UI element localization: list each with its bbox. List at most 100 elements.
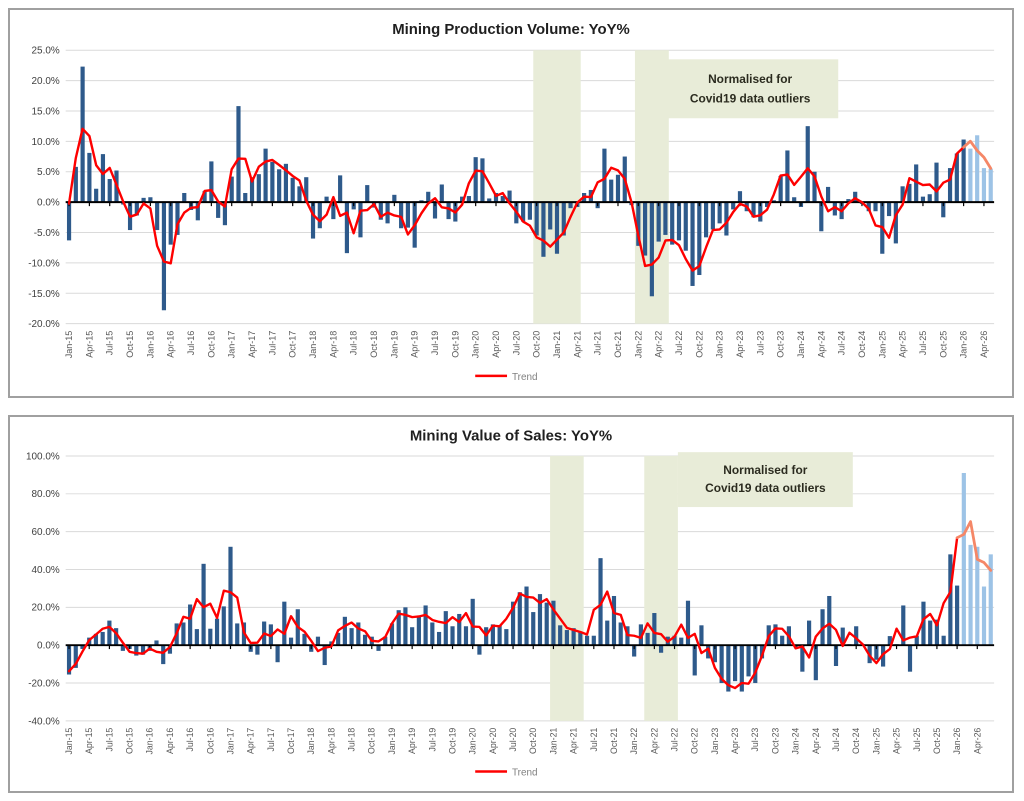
x-tick-label: Jul-23 [750, 728, 760, 752]
bar [643, 202, 648, 256]
bar [792, 197, 797, 203]
bar [168, 202, 173, 245]
trend-line [67, 536, 959, 690]
x-tick-label: Apr-25 [891, 728, 901, 754]
bar [724, 202, 729, 236]
x-tick-label: Jan-23 [710, 728, 720, 755]
y-tick-label: 10.0% [32, 137, 60, 148]
x-tick-label: Oct-21 [609, 728, 619, 754]
bar [235, 623, 240, 646]
bar [853, 191, 858, 203]
bar [941, 635, 946, 646]
bar [699, 625, 704, 646]
bar [423, 605, 428, 646]
bar [827, 595, 832, 646]
bar [208, 628, 213, 646]
bar [524, 586, 529, 646]
bar [652, 613, 657, 646]
bar [955, 585, 960, 646]
bar [317, 202, 322, 229]
bar [825, 186, 831, 203]
bar [887, 636, 892, 646]
y-tick-label: 25.0% [32, 46, 60, 57]
bar [439, 184, 444, 203]
bar [338, 175, 343, 203]
bar [277, 169, 282, 203]
bar [243, 192, 248, 203]
x-tick-label: Jan-17 [227, 331, 237, 359]
bar [846, 199, 851, 203]
bar [578, 631, 583, 646]
x-tick-label: Oct-23 [776, 331, 786, 358]
x-tick-label: Apr-17 [247, 331, 257, 358]
x-tick-label: Oct-15 [125, 331, 135, 358]
bar [561, 202, 566, 236]
bar [288, 637, 294, 646]
bar [584, 635, 590, 646]
x-tick-label: Apr-20 [488, 728, 498, 754]
x-axis-labels: Jan-15 Apr-15 Jul-15 Oct-15 Jan-16 Apr-16 Jul-… [64, 331, 989, 359]
bar [477, 645, 482, 655]
bar [331, 202, 336, 220]
x-tick-label: Jul-21 [593, 331, 603, 356]
bar [703, 202, 709, 238]
chart-title: Mining Value of Sales: YoY% [410, 428, 612, 444]
x-tick-label: Jul-22 [674, 331, 684, 356]
x-tick-label: Oct-16 [205, 728, 215, 754]
bar [719, 645, 724, 684]
bar [615, 174, 621, 203]
bar [221, 606, 226, 646]
x-tick-label: Jan-16 [145, 728, 155, 755]
bar [758, 202, 763, 222]
x-tick-label: Oct-25 [932, 728, 942, 754]
bar [679, 637, 684, 646]
bar [216, 202, 221, 218]
bar [181, 622, 186, 646]
x-tick-label: Jul-25 [912, 728, 922, 752]
forecast-bar [968, 148, 973, 203]
chart-title: Mining Production Volume: YoY% [392, 21, 630, 38]
x-tick-label: Apr-22 [649, 728, 659, 754]
bar [430, 622, 435, 646]
bar [195, 202, 200, 221]
bar [140, 645, 146, 655]
bar [358, 202, 363, 238]
bar [551, 600, 556, 646]
bar [80, 645, 85, 649]
bar [290, 177, 295, 203]
annotation-text: Covid19 data outliers [690, 91, 811, 105]
legend-trend-label: Trend [512, 372, 538, 383]
x-tick-label: Apr-19 [410, 331, 420, 358]
forecast-bar [981, 168, 987, 203]
bar [914, 164, 919, 203]
x-tick-label: Oct-25 [938, 331, 948, 358]
y-axis: 25.0% 20.0% 15.0% 10.0% 5.0% 0.0% -5.0% -10.0% -… [28, 46, 995, 330]
bar [228, 546, 233, 646]
bar [457, 613, 462, 646]
bar [66, 202, 72, 241]
annotation-box [662, 59, 839, 119]
bar [672, 635, 677, 646]
bar [685, 600, 691, 646]
bar [365, 185, 370, 203]
bar [460, 196, 465, 203]
x-tick-label: Oct-19 [447, 728, 457, 754]
y-tick-label: -10.0% [28, 258, 60, 269]
bar [383, 636, 388, 646]
x-tick-label: Jul-24 [837, 331, 847, 356]
bar [739, 645, 744, 692]
bar [396, 610, 401, 646]
bar [201, 563, 206, 646]
bar [229, 176, 234, 203]
bar [399, 202, 404, 229]
bar [649, 202, 654, 297]
bar [493, 192, 499, 203]
x-tick-label: Apr-18 [326, 728, 336, 754]
x-tick-label: Jan-25 [877, 331, 887, 359]
bar [564, 630, 569, 646]
annotation-text: Normalised for [723, 463, 808, 477]
bar [805, 126, 810, 203]
bar [392, 194, 397, 203]
bar [416, 616, 421, 646]
bar [120, 645, 125, 651]
